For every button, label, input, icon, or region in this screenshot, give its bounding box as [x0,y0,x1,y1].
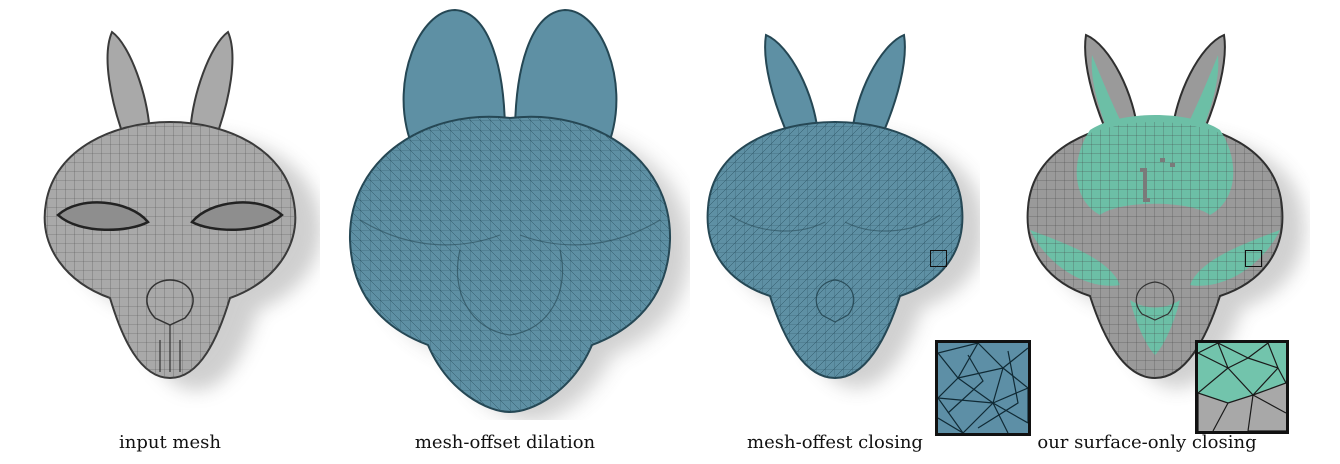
caption-mesh-offset-closing: mesh-offest closing [747,432,923,453]
mesh-shape [348,8,672,414]
mesh-shape [43,30,297,380]
triangle-mesh-zoom [1198,343,1286,431]
mesh-shape [706,33,964,380]
surface-closing-zoom-inset [1195,340,1289,434]
surface-only-closing-render [1026,33,1305,388]
closing-zoom-inset [935,340,1031,436]
caption-input-mesh: input mesh [119,432,221,453]
dilation-render [348,8,690,420]
input-mesh-render [43,30,320,390]
caption-surface-only-closing: our surface-only closing [1037,432,1257,453]
triangle-mesh-zoom [938,343,1028,433]
mesh-shape [1026,33,1284,380]
closing-render [706,33,980,388]
zoom-marker [930,250,947,267]
caption-mesh-offset-dilation: mesh-offset dilation [414,432,596,453]
zoom-marker [1245,250,1262,267]
